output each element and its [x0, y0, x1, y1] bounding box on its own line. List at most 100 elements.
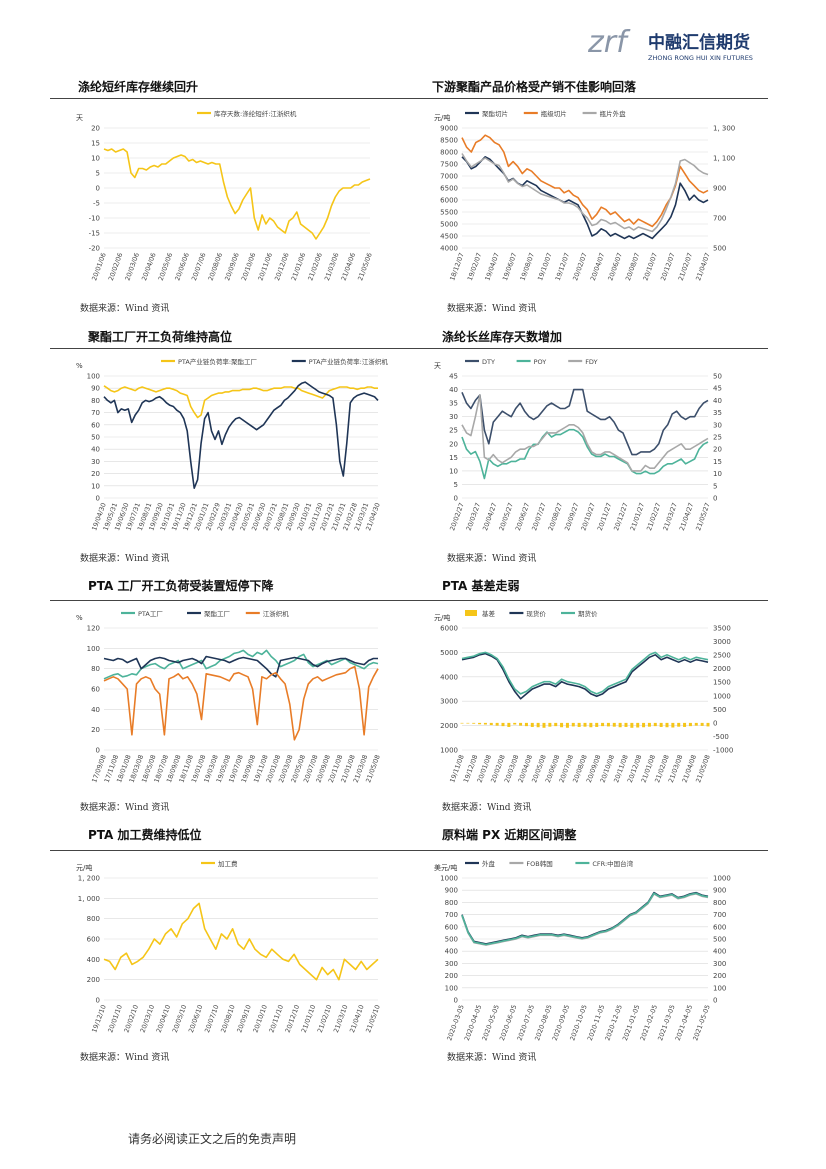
data-source: 数据来源：Wind 资讯 — [80, 304, 170, 314]
x-tick-label: 20/12/10 — [284, 1004, 302, 1034]
bar — [683, 722, 687, 727]
y2-tick-label: 30 — [713, 421, 722, 429]
y-tick-label: 45 — [449, 373, 458, 381]
y2-tick-label: 0 — [713, 495, 717, 503]
y2-tick-label: 1, 300 — [713, 125, 735, 133]
bar — [595, 722, 599, 727]
bar — [589, 722, 593, 728]
chart-svg: 元/吨6000500040003000200010003500300025002… — [434, 609, 733, 784]
x-tick-label: 20/12/06 — [273, 252, 291, 282]
x-tick-label: 2021-05-05 — [691, 1004, 711, 1042]
chart-svg: 天454035302520151050504540353025201510502… — [434, 358, 722, 532]
x-tick-label: 20/08/07 — [624, 252, 642, 282]
y2-tick-label: 10 — [713, 470, 722, 478]
x-tick-label: 20/04/07 — [589, 252, 607, 282]
x-tick-label: 2021-01-05 — [621, 1004, 641, 1042]
x-tick-label: 21/05/06 — [356, 252, 374, 282]
x-tick-label: 20/02/27 — [448, 502, 466, 532]
y2-tick-label: 3000 — [713, 638, 731, 646]
chart-svg: %100908070605040302010019/04/3019/05/311… — [76, 357, 388, 532]
y-tick-label: 8000 — [440, 149, 458, 157]
x-tick-label: 21/04/06 — [340, 252, 358, 282]
bar — [671, 722, 675, 728]
bar — [536, 722, 540, 728]
y-tick-label: 5000 — [440, 221, 458, 229]
x-tick-label: 20/09/10 — [235, 1004, 253, 1034]
y2-tick-label: 100 — [713, 984, 726, 992]
y-tick-label: 6000 — [440, 197, 458, 205]
y2-tick-label: 40 — [713, 397, 722, 405]
y2-tick-label: 900 — [713, 887, 726, 895]
line-chart: 元/吨 9000 8500 8000 7500 7000 6500 6000 5500 5000 4… — [432, 106, 742, 292]
x-tick-label: 21/04/10 — [348, 1004, 366, 1034]
y-tick-label: 25 — [449, 427, 458, 435]
x-tick-label: 2021-04-05 — [674, 1004, 694, 1042]
legend-label: 瓶片外盘 — [600, 109, 627, 118]
y-unit-label: 天 — [76, 114, 83, 122]
y-tick-label: 4500 — [440, 233, 458, 241]
y-tick-label: 800 — [445, 899, 458, 907]
y-tick-label: 3000 — [440, 698, 458, 706]
y-tick-label: -10 — [89, 215, 100, 223]
y-tick-label: 600 — [87, 936, 100, 944]
x-tick-label: 21/04/07 — [694, 252, 712, 282]
y2-tick-label: 1, 100 — [713, 155, 735, 163]
y-tick-label: 20 — [91, 726, 100, 734]
brand-mark: zrf — [588, 25, 631, 60]
series-line — [103, 665, 379, 741]
bar — [647, 722, 651, 727]
series-line — [103, 385, 378, 419]
series-line — [461, 892, 709, 946]
y-tick-label: 300 — [445, 960, 458, 968]
y-tick-label: 800 — [87, 915, 100, 923]
x-tick-label: 20/12/27 — [612, 502, 630, 532]
legend-label: 现货价 — [526, 609, 546, 618]
x-tick-label: 2020-05-05 — [480, 1004, 500, 1042]
legend-label: 外盘 — [482, 859, 496, 868]
bar — [677, 722, 681, 727]
legend-label: FOB韩国 — [526, 859, 552, 868]
line-chart: 天 20 15 10 5 0 -5 -10 -15 -20 20/01/06 20/02/06 20/0… — [74, 106, 380, 292]
bar — [642, 722, 646, 728]
bar — [694, 722, 698, 726]
bar — [530, 722, 534, 727]
y-tick-label: 100 — [87, 645, 100, 653]
chart-title: 涤纶短纤库存继续回升 — [78, 80, 199, 94]
bar — [688, 722, 692, 727]
y-tick-label: 80 — [91, 397, 100, 405]
chart-title: PTA 加工费维持低位 — [88, 828, 202, 842]
legend-label: 聚酯工厂 — [204, 610, 231, 618]
y2-tick-label: 1500 — [713, 679, 731, 687]
bar — [489, 722, 493, 726]
y2-tick-label: 3500 — [713, 625, 731, 633]
y-tick-label: 20 — [91, 125, 100, 133]
legend-label: 聚酯切片 — [482, 109, 508, 118]
x-tick-label: 20/06/07 — [606, 252, 624, 282]
y2-tick-label: 1000 — [713, 692, 731, 700]
y2-tick-label: 25 — [713, 434, 722, 442]
y-unit-label: % — [76, 362, 83, 370]
chart-title: 原料端 PX 近期区间调整 — [442, 828, 577, 842]
series-line — [461, 891, 709, 945]
disclaimer-footer: 请务必阅读正文之后的免责声明 — [128, 1132, 297, 1146]
x-tick-label: 2021-03-05 — [656, 1004, 676, 1042]
series-line — [103, 381, 379, 489]
y-tick-label: 700 — [445, 911, 458, 919]
y2-tick-label: 0 — [713, 997, 717, 1005]
y2-tick-label: -500 — [713, 733, 729, 741]
y-tick-label: 35 — [449, 400, 458, 408]
y-tick-label: 0 — [454, 495, 458, 503]
y-tick-label: 10 — [449, 467, 458, 475]
y-tick-label: 1, 200 — [78, 875, 100, 883]
x-tick-label: 19/06/07 — [501, 252, 519, 282]
chart-svg: 元/吨 9000 8500 8000 7500 7000 6500 6000 5500 5000 4… — [434, 109, 735, 282]
y-tick-label: 100 — [87, 373, 100, 381]
bar — [706, 722, 710, 727]
data-source: 数据来源：Wind 资讯 — [442, 803, 532, 813]
brand-name-cn: 中融汇信期货 — [648, 32, 750, 53]
y-tick-label: 15 — [449, 454, 458, 462]
x-tick-label: 20/03/10 — [139, 1004, 157, 1034]
bar — [606, 722, 610, 727]
y-unit-label: 元/吨 — [76, 863, 92, 872]
bar — [542, 722, 546, 728]
